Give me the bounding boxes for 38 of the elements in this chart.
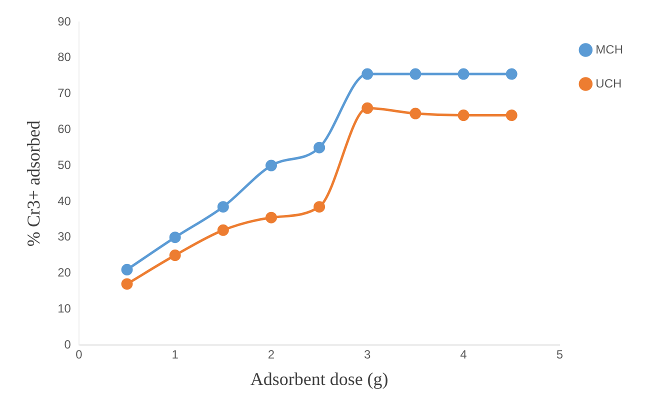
y-tick-label: 80 — [58, 50, 72, 64]
y-tick-label: 50 — [58, 158, 72, 172]
y-tick-label: 0 — [64, 337, 72, 352]
y-axis-title: % Cr3+ adsorbed — [24, 120, 44, 247]
point — [121, 278, 133, 290]
point — [169, 232, 181, 244]
y-tick-label: 90 — [58, 14, 72, 28]
y-tick-label: 20 — [58, 266, 72, 280]
y-tick-label: 30 — [58, 230, 72, 244]
point — [362, 102, 374, 114]
point — [410, 108, 422, 120]
point — [314, 201, 326, 213]
x-tick-label: 3 — [364, 348, 372, 362]
x-tick-label: 5 — [556, 348, 564, 362]
point — [265, 160, 277, 172]
point — [506, 68, 518, 80]
point — [217, 224, 229, 236]
legend-label: MCH — [596, 42, 623, 56]
point — [121, 264, 133, 276]
point — [169, 250, 181, 262]
x-tick-label: 2 — [268, 348, 275, 362]
x-tick-label: 4 — [460, 348, 468, 362]
point — [506, 110, 518, 122]
point — [410, 68, 422, 80]
x-tick-label: 1 — [172, 348, 179, 362]
point — [458, 110, 470, 122]
x-tick-label: 0 — [76, 348, 83, 362]
y-tick-label: 60 — [58, 122, 72, 136]
point — [362, 68, 374, 80]
y-tick-label: 40 — [58, 194, 72, 208]
legend-label: UCH — [596, 76, 622, 90]
x-axis-title: Adsorbent dose (g) — [250, 368, 388, 389]
point — [265, 212, 277, 224]
y-tick-label: 70 — [58, 86, 72, 100]
point — [314, 142, 326, 154]
point — [217, 201, 229, 213]
y-tick-label: 10 — [58, 301, 72, 316]
point — [458, 68, 470, 80]
